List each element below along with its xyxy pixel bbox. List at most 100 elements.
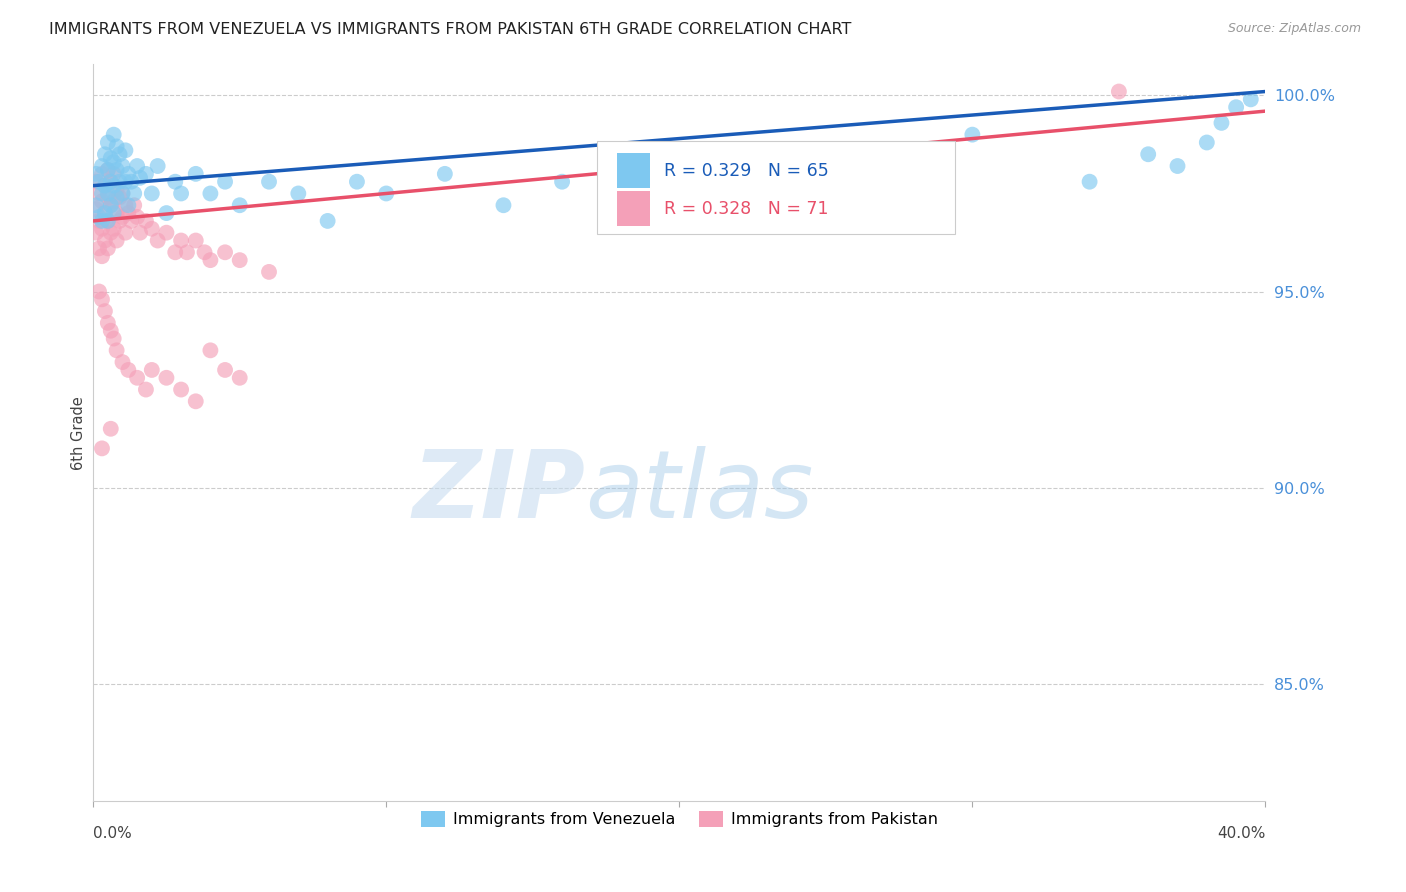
Point [100,175,122,189]
Point [141,186,163,201]
Point [100,198,122,212]
Point [844,159,866,173]
Point [91,159,114,173]
Point [146,234,169,248]
Point [551,175,574,189]
Point [100,226,122,240]
Point [108,214,131,228]
Point [111,186,134,201]
Point [87,175,110,189]
Legend: Immigrants from Venezuela, Immigrants from Pakistan: Immigrants from Venezuela, Immigrants fr… [415,805,945,834]
Point [176,245,198,260]
Point [155,371,177,385]
Point [100,422,122,436]
Point [111,159,134,173]
Point [94,178,117,193]
Point [103,128,125,142]
Point [111,210,134,224]
Point [120,175,142,189]
Point [91,221,114,235]
Point [200,186,222,201]
Point [97,214,120,228]
Point [103,178,125,193]
Point [84,202,107,216]
Point [433,167,456,181]
Point [214,363,236,377]
Point [200,253,222,268]
Point [94,178,117,193]
Point [84,167,107,181]
Point [114,175,136,189]
Point [962,128,984,142]
Point [287,186,309,201]
Point [97,316,120,330]
Point [127,159,149,173]
Point [1195,136,1218,150]
Point [97,190,120,204]
Point [114,144,136,158]
Point [165,175,187,189]
Point [84,175,107,189]
Point [105,139,128,153]
Point [117,198,139,212]
Bar [617,191,650,227]
Point [1137,147,1160,161]
Point [117,206,139,220]
Point [105,183,128,197]
Point [103,206,125,220]
Point [87,285,110,299]
Point [214,175,236,189]
Point [170,234,193,248]
Point [100,198,122,212]
Point [97,186,120,201]
Point [87,210,110,224]
Point [97,163,120,178]
Point [129,170,152,185]
Point [111,186,134,201]
Point [91,442,114,456]
Point [1166,159,1188,173]
Point [228,253,250,268]
Point [100,151,122,165]
Point [100,175,122,189]
Point [135,214,157,228]
Point [103,167,125,181]
Point [1240,92,1263,106]
Point [100,324,122,338]
Point [375,186,398,201]
Point [257,265,280,279]
Point [135,383,157,397]
Point [114,226,136,240]
Text: ZIP: ZIP [412,446,585,538]
Point [184,234,207,248]
Point [91,214,114,228]
Point [668,167,690,181]
Point [105,343,128,358]
Point [122,186,145,201]
Point [170,383,193,397]
Text: atlas: atlas [585,446,814,537]
Text: R = 0.329   N = 65: R = 0.329 N = 65 [664,161,828,179]
Point [105,206,128,220]
Point [111,355,134,369]
Point [141,363,163,377]
Point [117,167,139,181]
Text: 40.0%: 40.0% [1218,826,1265,841]
Point [94,206,117,220]
Point [84,226,107,240]
Point [91,293,114,307]
Point [155,226,177,240]
Point [129,226,152,240]
Point [135,167,157,181]
Text: R = 0.328   N = 71: R = 0.328 N = 71 [664,200,828,218]
Point [316,214,339,228]
Point [200,343,222,358]
Point [91,167,114,181]
Point [122,198,145,212]
Point [117,363,139,377]
Point [184,167,207,181]
Point [103,221,125,235]
Point [103,155,125,169]
Point [108,175,131,189]
Point [91,194,114,209]
